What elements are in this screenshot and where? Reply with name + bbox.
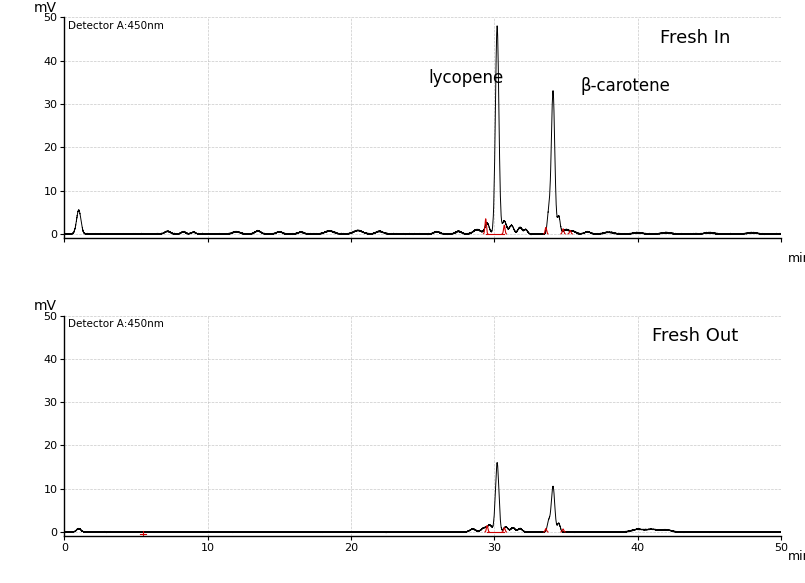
Text: β-carotene: β-carotene: [580, 78, 670, 96]
Text: min: min: [788, 251, 805, 265]
Text: mV: mV: [35, 1, 57, 15]
Text: Detector A:450nm: Detector A:450nm: [68, 21, 164, 31]
Text: mV: mV: [35, 299, 57, 313]
Text: Fresh Out: Fresh Out: [652, 326, 738, 345]
Text: lycopene: lycopene: [428, 69, 503, 87]
Text: Fresh In: Fresh In: [659, 29, 730, 47]
Text: Detector A:450nm: Detector A:450nm: [68, 319, 164, 329]
Text: min: min: [788, 550, 805, 563]
